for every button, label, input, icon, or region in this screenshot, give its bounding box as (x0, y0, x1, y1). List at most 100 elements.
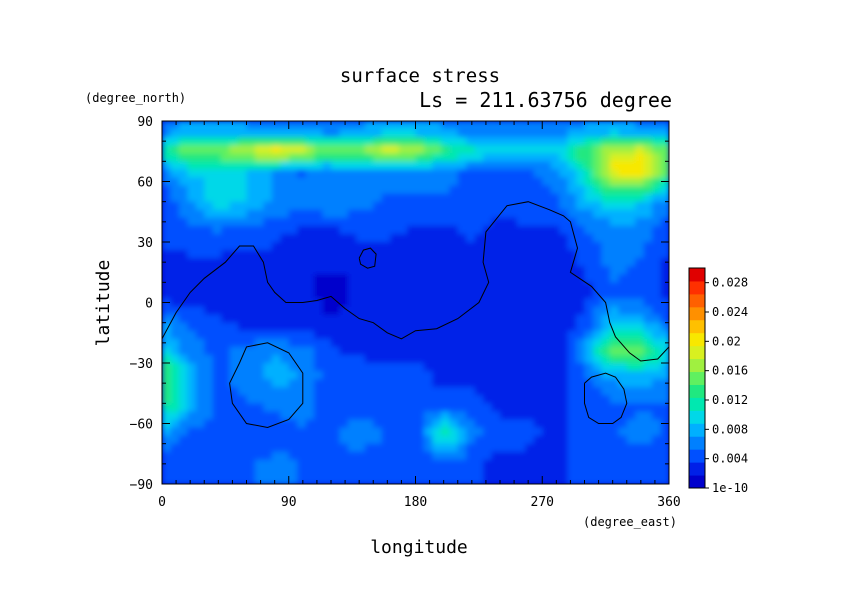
field-cell (271, 185, 282, 195)
field-cell (280, 274, 290, 284)
field-cell (271, 467, 282, 477)
field-cell (626, 314, 636, 324)
field-cell (449, 298, 459, 308)
field-cell (601, 129, 611, 138)
field-cell (508, 419, 518, 429)
field-cell (305, 161, 315, 171)
field-cell (238, 371, 248, 380)
field-cell (364, 467, 375, 477)
plot-area (161, 120, 670, 485)
field-cell (592, 354, 603, 364)
field-cell (347, 282, 358, 292)
field-cell (423, 121, 434, 130)
field-cell (347, 467, 358, 477)
field-cell (432, 153, 442, 163)
field-cell (347, 201, 358, 211)
field-cell (398, 258, 408, 267)
field-cell (609, 306, 620, 316)
field-cell (533, 395, 544, 405)
field-cell (187, 435, 197, 445)
field-cell (533, 233, 544, 243)
field-cell (550, 354, 560, 364)
field-cell (170, 177, 180, 187)
field-cell (297, 290, 307, 300)
field-cell (390, 443, 400, 453)
field-cell (263, 161, 273, 171)
field-cell (212, 346, 222, 356)
field-cell (423, 330, 434, 340)
field-cell (381, 330, 391, 340)
field-cell (162, 153, 172, 163)
field-cell (533, 161, 544, 171)
field-cell (508, 411, 518, 421)
field-cell (466, 363, 476, 372)
field-cell (390, 451, 400, 461)
field-cell (381, 306, 391, 316)
field-cell (178, 427, 189, 437)
field-cell (415, 258, 425, 267)
field-cell (474, 225, 484, 235)
field-cell (305, 395, 315, 405)
field-cell (390, 379, 400, 388)
field-cell (592, 314, 603, 324)
field-cell (516, 314, 527, 324)
field-cell (373, 217, 383, 227)
field-cell (415, 121, 425, 130)
field-cell (457, 451, 467, 461)
field-cell (356, 419, 366, 429)
field-cell (331, 193, 341, 203)
colorbar-label: 0.008 (712, 422, 748, 436)
field-cell (584, 185, 594, 195)
field-cell (187, 161, 197, 171)
field-cell (271, 290, 282, 300)
field-cell (525, 274, 535, 284)
field-cell (652, 153, 662, 163)
field-cell (347, 266, 358, 276)
field-cell (322, 129, 332, 138)
field-cell (432, 258, 442, 267)
field-cell (491, 363, 501, 372)
field-cell (550, 411, 560, 421)
field-cell (449, 395, 459, 405)
field-cell (542, 129, 552, 138)
field-cell (407, 185, 417, 195)
field-cell (246, 225, 256, 235)
field-cell (212, 371, 222, 380)
field-cell (652, 403, 662, 413)
field-cell (322, 395, 332, 405)
field-cell (525, 137, 535, 146)
field-cell (314, 193, 324, 203)
field-cell (533, 225, 544, 235)
field-cell (297, 129, 307, 138)
field-cell (187, 233, 197, 243)
field-cell (643, 395, 653, 405)
field-cell (609, 395, 620, 405)
field-cell (500, 177, 510, 187)
field-cell (601, 451, 611, 461)
field-cell (559, 467, 569, 477)
field-cell (618, 427, 628, 437)
field-cell (398, 354, 408, 364)
field-cell (339, 322, 349, 332)
field-cell (297, 354, 307, 364)
field-cell (550, 137, 560, 146)
field-cell (212, 185, 222, 195)
field-cell (356, 475, 366, 484)
field-cell (567, 161, 577, 171)
field-cell (221, 129, 231, 138)
field-cell (491, 314, 501, 324)
field-cell (440, 258, 451, 267)
field-cell (407, 395, 417, 405)
field-cell (508, 250, 518, 259)
field-cell (288, 185, 298, 195)
field-cell (170, 137, 180, 146)
field-cell (592, 459, 603, 469)
field-cell (339, 209, 349, 219)
field-cell (643, 217, 653, 227)
field-cell (516, 233, 527, 243)
field-cell (212, 395, 222, 405)
field-cell (550, 177, 560, 187)
field-cell (246, 193, 256, 203)
field-cell (584, 225, 594, 235)
field-cell (246, 363, 256, 372)
